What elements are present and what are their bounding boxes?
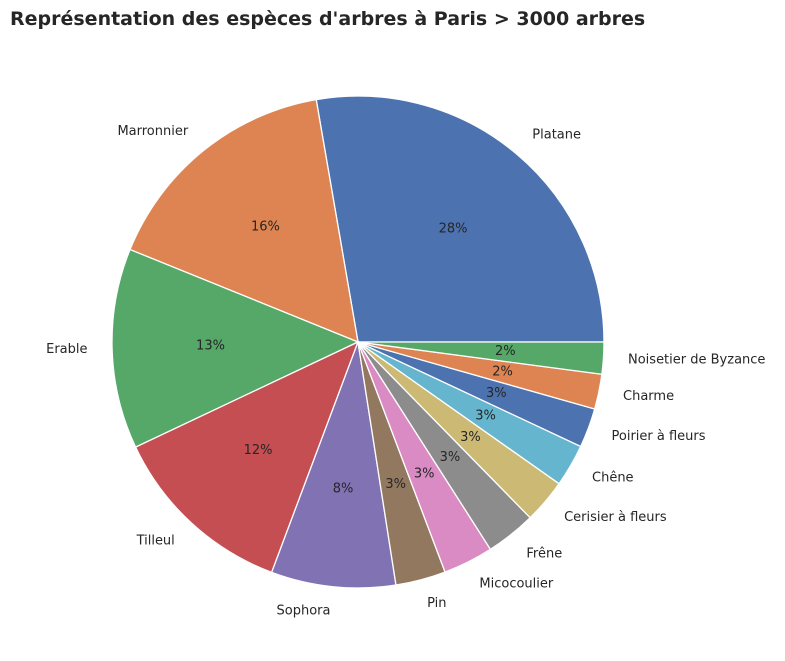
percent-label-cerisier-a-fleurs: 3%: [460, 430, 481, 445]
slice-label-micocoulier: Micocoulier: [479, 576, 553, 591]
percent-label-marronnier: 16%: [251, 220, 280, 235]
slice-label-tilleul: Tilleul: [136, 534, 175, 549]
slice-label-poirier-a-fleurs: Poirier à fleurs: [612, 429, 706, 444]
pie-slice-tilleul: [134, 340, 360, 574]
pie-slice-sophora: [270, 339, 397, 589]
percent-label-erable: 13%: [196, 339, 225, 354]
slice-label-chene: Chêne: [592, 470, 634, 485]
slice-label-platane: Platane: [532, 128, 581, 143]
slice-label-pin: Pin: [427, 596, 446, 611]
pie-labels: Platane 28% Marronnier 16% Erable 13% Tilleul 1…: [46, 124, 765, 619]
percent-label-frene: 3%: [440, 450, 461, 465]
slice-label-sophora: Sophora: [277, 604, 331, 619]
pie-slice-marronnier: [129, 98, 359, 344]
slice-label-frene: Frêne: [526, 546, 562, 561]
slice-label-noisetier-de-byzance: Noisetier de Byzance: [628, 352, 765, 367]
percent-label-noisetier-de-byzance: 2%: [495, 344, 516, 359]
slice-label-cerisier-a-fleurs: Cerisier à fleurs: [564, 510, 667, 525]
percent-label-tilleul: 12%: [244, 443, 273, 458]
percent-label-chene: 3%: [475, 409, 496, 424]
percent-label-pin: 3%: [385, 477, 406, 492]
percent-label-poirier-a-fleurs: 3%: [486, 386, 507, 401]
slice-label-marronnier: Marronnier: [117, 124, 188, 139]
percent-label-micocoulier: 3%: [414, 466, 435, 481]
percent-label-sophora: 8%: [333, 481, 354, 496]
slice-label-erable: Erable: [46, 342, 87, 357]
percent-label-charme: 2%: [492, 364, 513, 379]
percent-label-platane: 28%: [439, 222, 468, 237]
slice-label-charme: Charme: [623, 389, 674, 404]
pie-slice-noisetier-de-byzance: [357, 341, 605, 375]
chart-title: Représentation des espèces d'arbres à Pa…: [10, 8, 646, 30]
pie-slices: [111, 95, 605, 589]
pie-slice-platane: [315, 95, 605, 343]
pie-slice-erable: [111, 248, 360, 449]
